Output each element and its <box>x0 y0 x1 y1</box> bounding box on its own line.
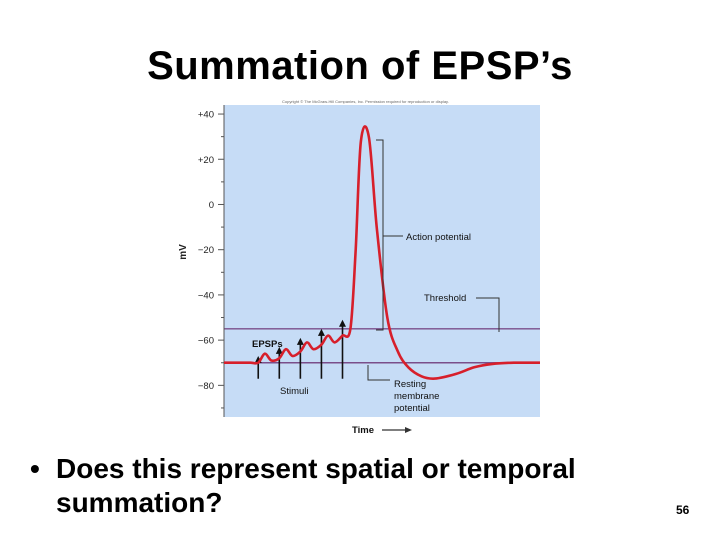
resting-label-line-2: membrane <box>394 391 439 402</box>
x-axis-title: Time <box>352 425 412 436</box>
y-tick-label: −20 <box>198 245 214 256</box>
resting-label-line-3: potential <box>394 403 430 414</box>
annotation-leaders <box>367 139 500 381</box>
annotations: EPSPs Stimuli Action potential Threshold… <box>252 139 500 414</box>
page-number: 56 <box>676 503 690 517</box>
reference-lines <box>224 328 540 364</box>
stimuli-label: Stimuli <box>280 386 309 397</box>
copyright-notice: Copyright © The McGraw-Hill Companies, I… <box>282 99 449 104</box>
y-tick-label: +20 <box>198 155 214 166</box>
slide-title: Summation of EPSP’s <box>147 44 573 88</box>
stimulus-arrow-head <box>275 346 283 354</box>
x-axis-label: Time <box>352 425 374 436</box>
bullet-item: • Does this represent spatial or tempora… <box>30 452 670 520</box>
chart-panel <box>224 105 540 417</box>
y-tick-label: −80 <box>198 381 214 392</box>
bullet-mark: • <box>30 453 40 484</box>
resting-leader <box>367 365 390 381</box>
y-tick-label: 0 <box>209 200 214 211</box>
resting-label-line-1: Resting <box>394 379 426 390</box>
epsps-label: EPSPs <box>252 339 283 350</box>
y-tick-label: +40 <box>198 110 214 121</box>
action-potential-bracket <box>376 139 384 331</box>
y-tick-label: −60 <box>198 336 214 347</box>
membrane-potential-trace <box>224 125 541 380</box>
action-potential-label: Action potential <box>406 232 471 243</box>
stimulus-arrow-head <box>296 337 304 345</box>
time-arrowhead <box>405 427 412 433</box>
threshold-label: Threshold <box>424 293 466 304</box>
stimulus-arrow-head <box>317 328 325 336</box>
bullet-text: Does this represent spatial or temporal … <box>56 453 576 518</box>
epsp-summation-chart: Copyright © The McGraw-Hill Companies, I… <box>178 99 541 436</box>
threshold-leader <box>476 297 500 332</box>
y-axis: +40 +20 0 −20 −40 −60 −80 <box>198 105 225 417</box>
stimulus-arrow-head <box>339 319 346 327</box>
y-tick-label: −40 <box>198 290 214 301</box>
y-axis-label: mV <box>178 244 189 260</box>
